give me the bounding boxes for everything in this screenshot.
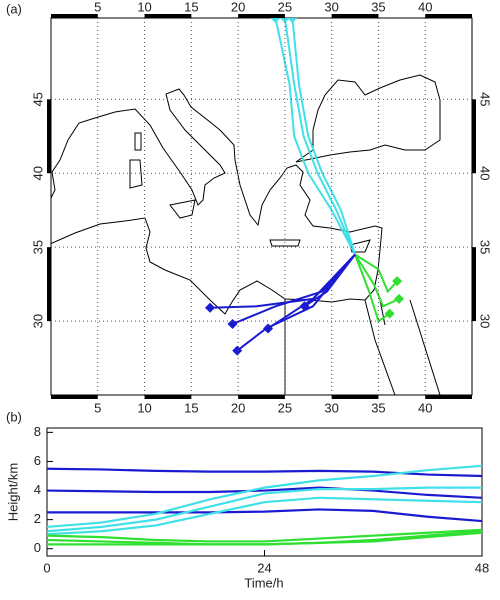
y-tick-label: 30 — [478, 314, 493, 328]
frame-bar — [144, 395, 192, 399]
x-tick-label: 24 — [257, 560, 271, 575]
trajectory — [232, 253, 356, 325]
y-axis-label: Height/km — [5, 463, 20, 522]
height-line — [46, 486, 483, 499]
y-tick-label: 45 — [30, 92, 45, 106]
height-line — [46, 464, 483, 529]
x-tick-label: 35 — [371, 400, 385, 415]
frame-bar — [425, 395, 472, 399]
endpoint-marker — [232, 345, 243, 356]
trajectory — [291, 18, 357, 255]
endpoint-marker — [279, 18, 290, 23]
y-tick-label: 40 — [478, 166, 493, 180]
frame-bar — [144, 14, 192, 18]
y-tick-label: 6 — [34, 453, 41, 468]
height-line — [46, 486, 482, 533]
x-tick-label: 40 — [418, 0, 432, 14]
trajectory — [303, 253, 356, 308]
frame-bar — [331, 395, 379, 399]
basemap — [51, 74, 441, 395]
y-tick-label: 40 — [30, 166, 45, 180]
black-sea-coast — [295, 74, 441, 163]
frame-bar — [472, 99, 476, 174]
y-tick-label: 30 — [30, 314, 45, 328]
x-tick-label: 48 — [475, 560, 489, 575]
trajectory — [354, 254, 391, 323]
frame-bar — [238, 395, 285, 399]
x-tick-label: 15 — [184, 0, 198, 14]
y-tick-label: 0 — [34, 540, 41, 555]
trajectory — [354, 254, 400, 308]
endpoint-marker — [205, 302, 216, 313]
trajectory — [267, 253, 356, 330]
x-tick-label: 25 — [278, 400, 292, 415]
y-tick-label: 8 — [34, 424, 41, 439]
frame-bar — [51, 395, 98, 399]
height-line — [46, 496, 483, 536]
x-tick-label: 10 — [137, 400, 151, 415]
x-tick-label: 5 — [94, 0, 101, 14]
endpoint-marker — [270, 18, 281, 23]
panel-label: (b) — [6, 409, 22, 424]
frame-bar — [472, 247, 476, 322]
height-line — [47, 531, 483, 546]
x-tick-label: 15 — [184, 400, 198, 415]
trajectory — [236, 253, 356, 352]
x-tick-label: 30 — [324, 0, 338, 14]
trajectory — [283, 18, 356, 255]
frame-bar — [425, 14, 472, 18]
frame-bar — [238, 14, 285, 18]
y-tick-label: 4 — [34, 482, 41, 497]
y-tick-label: 45 — [478, 92, 493, 106]
height-line — [46, 467, 483, 478]
frame-bar — [51, 14, 98, 18]
panel-label: (a) — [6, 1, 22, 16]
red-sea-coast — [364, 299, 441, 395]
frame-bar — [331, 14, 379, 18]
x-tick-label: 30 — [324, 400, 338, 415]
trajectory — [274, 18, 356, 256]
endpoint-marker — [287, 18, 298, 23]
x-tick-label: 25 — [278, 0, 292, 14]
islands — [129, 132, 371, 253]
x-tick-label: 5 — [94, 400, 101, 415]
frame-bar — [47, 247, 51, 322]
x-tick-label: 0 — [43, 560, 50, 575]
x-tick-label: 40 — [418, 400, 432, 415]
height-line — [47, 508, 483, 523]
x-tick-label: 20 — [231, 400, 245, 415]
endpoint-marker — [392, 276, 403, 287]
frame-bar — [47, 99, 51, 174]
trajectories — [205, 18, 405, 356]
x-tick-label: 35 — [371, 0, 385, 14]
height-line — [46, 528, 483, 543]
trajectory — [354, 253, 398, 294]
x-axis-label: Time/h — [244, 575, 283, 590]
endpoint-marker — [394, 293, 405, 304]
x-tick-label: 20 — [231, 0, 245, 14]
x-tick-label: 10 — [137, 0, 151, 14]
endpoint-marker — [227, 319, 238, 330]
y-tick-label: 35 — [30, 240, 45, 254]
y-tick-label: 2 — [34, 511, 41, 526]
endpoint-marker — [384, 308, 395, 319]
y-tick-label: 35 — [478, 240, 493, 254]
coastline — [51, 88, 383, 315]
endpoint-marker — [263, 323, 274, 334]
